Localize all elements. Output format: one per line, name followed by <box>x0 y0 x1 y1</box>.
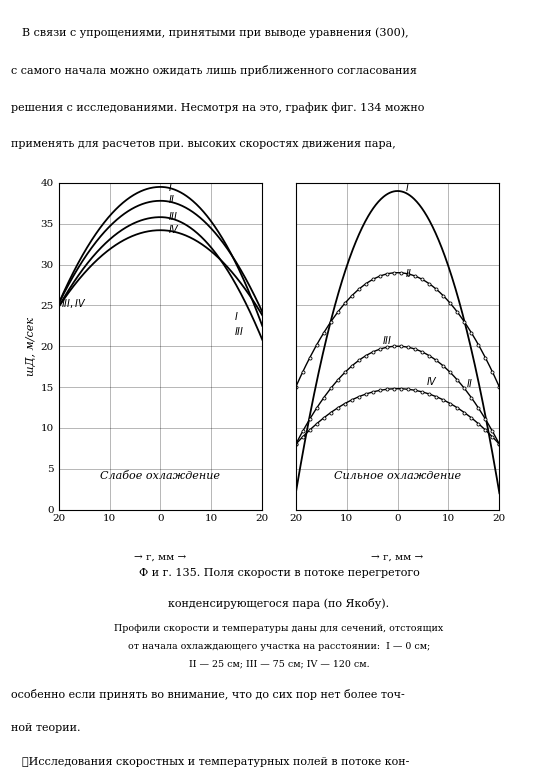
Text: с самого начала можно ожидать лишь приближенного согласования: с самого начала можно ожидать лишь прибл… <box>11 65 417 75</box>
Text: $III$: $III$ <box>234 324 244 337</box>
Text: $IV$: $IV$ <box>426 376 437 387</box>
Y-axis label: шД, м/сек: шД, м/сек <box>26 317 36 376</box>
Text: конденсирующегося пара (по Якобу).: конденсирующегося пара (по Якобу). <box>169 598 389 608</box>
Text: → г, мм →: → г, мм → <box>134 552 186 562</box>
Text: Слабое охлаждение: Слабое охлаждение <box>100 471 220 481</box>
Text: решения с исследованиями. Несмотря на это, график фиг. 134 можно: решения с исследованиями. Несмотря на эт… <box>11 102 425 113</box>
Text: $II$: $II$ <box>168 193 176 205</box>
Text: $III,IV$: $III,IV$ <box>61 297 87 310</box>
Text: Профили скорости и температуры даны для сечений, отстоящих: Профили скорости и температуры даны для … <box>114 624 444 633</box>
Text: $II$: $II$ <box>405 267 413 279</box>
Text: особенно если принять во внимание, что до сих пор нет более точ-: особенно если принять во внимание, что д… <box>11 689 405 699</box>
Text: $III$: $III$ <box>168 209 179 222</box>
Text: $I$: $I$ <box>405 181 410 193</box>
Text: $II$: $II$ <box>466 377 474 389</box>
Text: применять для расчетов при. высоких скоростях движения пара,: применять для расчетов при. высоких скор… <box>11 139 396 149</box>
Text: $I$: $I$ <box>234 310 239 322</box>
Text: В связи с упрощениями, принятыми при выводе уравнения (300),: В связи с упрощениями, принятыми при выв… <box>22 27 409 38</box>
Text: $III$: $III$ <box>382 334 393 345</box>
Text: от начала охлаждающего участка на расстоянии:  I — 0 см;: от начала охлаждающего участка на рассто… <box>128 642 430 651</box>
Text: Ф и г. 135. Поля скорости в потоке перегретого: Ф и г. 135. Поля скорости в потоке перег… <box>138 568 420 578</box>
Text: Сильное охлаждение: Сильное охлаждение <box>334 471 461 481</box>
Text: → г, мм →: → г, мм → <box>372 552 424 562</box>
Text: II — 25 см; III — 75 см; IV — 120 см.: II — 25 см; III — 75 см; IV — 120 см. <box>189 660 369 669</box>
Text: $I$: $I$ <box>168 181 172 193</box>
Text: $IV$: $IV$ <box>168 223 180 236</box>
Text: Исследования скоростных и температурных полей в потоке кон-: Исследования скоростных и температурных … <box>22 757 410 767</box>
Text: ной теории.: ной теории. <box>11 723 81 733</box>
